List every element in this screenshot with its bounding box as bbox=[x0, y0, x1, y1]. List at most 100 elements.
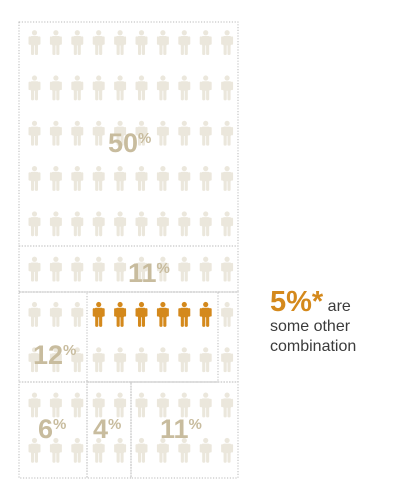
person-icon bbox=[114, 30, 127, 56]
person-icon bbox=[92, 75, 105, 101]
person-icon bbox=[71, 301, 84, 327]
person-icon bbox=[178, 166, 191, 191]
segment-border bbox=[18, 245, 239, 293]
callout-text-1: are bbox=[327, 298, 351, 315]
person-icon bbox=[156, 75, 169, 101]
person-icon bbox=[49, 75, 62, 101]
person-icon bbox=[221, 301, 234, 327]
person-icon bbox=[71, 30, 84, 56]
segment-border bbox=[130, 381, 239, 479]
person-icon bbox=[49, 166, 62, 191]
person-icon bbox=[199, 256, 212, 282]
person-icon bbox=[114, 392, 127, 418]
person-icon bbox=[178, 30, 191, 56]
person-icon bbox=[114, 437, 127, 463]
callout-value: 5% bbox=[270, 286, 312, 318]
callout-text-2: some other bbox=[270, 318, 351, 335]
person-icon bbox=[71, 392, 84, 418]
person-icon bbox=[71, 437, 84, 463]
segment-label: 12% bbox=[33, 340, 76, 370]
person-icon bbox=[199, 437, 212, 463]
person-icon bbox=[114, 75, 127, 101]
segment-border bbox=[86, 381, 132, 479]
person-icon bbox=[92, 120, 105, 146]
person-icon bbox=[135, 347, 148, 373]
person-icon bbox=[178, 75, 191, 101]
person-icon bbox=[114, 347, 127, 373]
person-icon bbox=[178, 256, 191, 282]
person-icon bbox=[156, 30, 169, 56]
person-icon bbox=[221, 392, 234, 418]
person-icon bbox=[92, 211, 105, 237]
person-icon bbox=[156, 120, 169, 146]
person-icon bbox=[221, 75, 234, 101]
person-icon bbox=[92, 30, 105, 56]
person-icon bbox=[49, 211, 62, 237]
person-icon bbox=[221, 437, 234, 463]
callout: 5%* are some other combination bbox=[270, 288, 395, 357]
segment-label: 50% bbox=[108, 128, 151, 158]
person-icon-highlight bbox=[156, 301, 169, 327]
person-icon bbox=[28, 75, 41, 101]
person-icon bbox=[199, 120, 212, 146]
person-icon bbox=[178, 211, 191, 237]
person-icon bbox=[28, 30, 41, 56]
person-icon bbox=[199, 166, 212, 191]
person-icon bbox=[28, 120, 41, 146]
person-icon-highlight bbox=[199, 301, 212, 327]
person-icon bbox=[28, 256, 41, 282]
person-icon bbox=[199, 75, 212, 101]
person-icon bbox=[28, 301, 41, 327]
person-icon bbox=[71, 166, 84, 191]
person-icon bbox=[49, 120, 62, 146]
person-icon bbox=[135, 211, 148, 237]
person-icon-highlight bbox=[92, 301, 105, 327]
person-icon bbox=[199, 347, 212, 373]
callout-star: * bbox=[311, 286, 324, 318]
segment-border bbox=[86, 291, 219, 383]
person-icon bbox=[28, 166, 41, 191]
person-icon bbox=[135, 166, 148, 191]
person-icon bbox=[28, 211, 41, 237]
person-icon bbox=[221, 347, 234, 373]
person-icon bbox=[49, 256, 62, 282]
person-icon bbox=[199, 211, 212, 237]
person-icon bbox=[135, 30, 148, 56]
person-icon bbox=[199, 30, 212, 56]
person-icon bbox=[92, 256, 105, 282]
person-icon bbox=[71, 75, 84, 101]
person-icon bbox=[114, 256, 127, 282]
segment-border bbox=[18, 381, 88, 479]
person-icon bbox=[156, 211, 169, 237]
person-icon bbox=[71, 256, 84, 282]
person-icon bbox=[92, 347, 105, 373]
person-icon bbox=[221, 30, 234, 56]
person-icon-highlight bbox=[135, 301, 148, 327]
person-icon bbox=[178, 347, 191, 373]
person-icon bbox=[156, 166, 169, 191]
segment-label: 11% bbox=[128, 258, 170, 288]
person-icon bbox=[71, 120, 84, 146]
person-icon bbox=[114, 211, 127, 237]
person-icon bbox=[71, 211, 84, 237]
person-icon bbox=[221, 120, 234, 146]
callout-text-3: combination bbox=[270, 338, 357, 355]
person-icon bbox=[49, 30, 62, 56]
segment-label: 11% bbox=[160, 414, 202, 444]
person-icon bbox=[135, 75, 148, 101]
person-icon bbox=[221, 211, 234, 237]
person-icon bbox=[114, 166, 127, 191]
person-icon bbox=[49, 301, 62, 327]
person-icon-highlight bbox=[114, 301, 127, 327]
person-icon bbox=[156, 347, 169, 373]
person-icon-highlight bbox=[178, 301, 191, 327]
person-icon bbox=[178, 120, 191, 146]
person-icon bbox=[199, 392, 212, 418]
segment-label: 4% bbox=[93, 414, 121, 444]
person-icon bbox=[135, 392, 148, 418]
person-icon bbox=[221, 256, 234, 282]
segment-label: 6% bbox=[38, 414, 66, 444]
person-icon bbox=[92, 166, 105, 191]
person-icon bbox=[221, 166, 234, 191]
